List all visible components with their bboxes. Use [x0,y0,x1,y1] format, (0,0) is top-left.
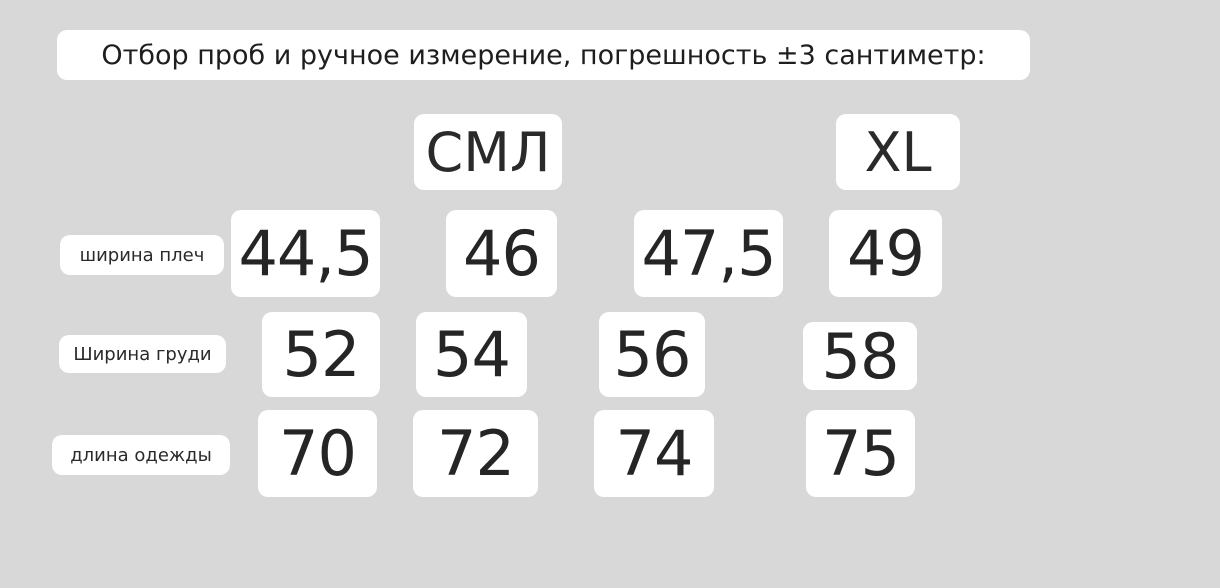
value-cell: 49 [829,210,942,297]
row-label-garment-length: длина одежды [52,435,230,475]
size-header-sml: СМЛ [414,114,562,190]
value-cell: 54 [416,312,527,397]
row-label-chest-width: Ширина груди [59,335,226,373]
value-cell: 72 [413,410,538,497]
value-cell: 52 [262,312,380,397]
value-cell: 74 [594,410,714,497]
size-header-xl: XL [836,114,960,190]
row-label-shoulder-width: ширина плеч [60,235,224,275]
value-cell: 58 [803,320,917,393]
value-cell: 70 [258,410,377,497]
value-cell: 46 [446,210,557,297]
value-cell: 44,5 [231,210,380,297]
value-cell: 75 [806,410,915,497]
chart-title: Отбор проб и ручное измерение, погрешнос… [57,30,1030,80]
value-cell: 56 [599,312,705,397]
value-cell: 47,5 [634,210,783,297]
